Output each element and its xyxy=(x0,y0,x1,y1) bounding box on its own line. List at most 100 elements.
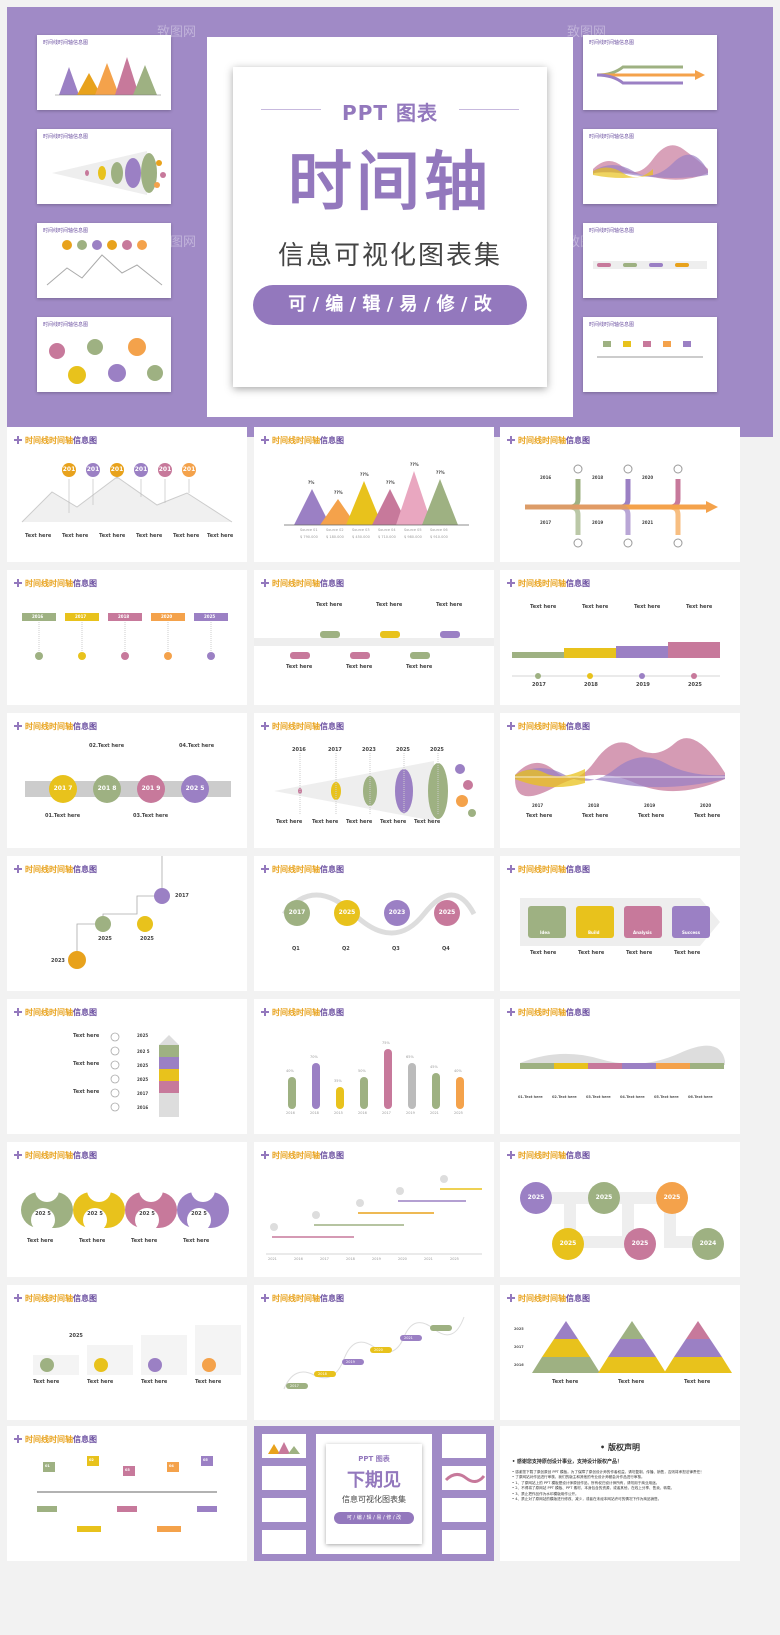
amount-label: $ 980.000 xyxy=(404,535,422,539)
year-label: 2025 xyxy=(396,747,410,753)
strip-graphic xyxy=(520,1045,725,1069)
text-label: Text here xyxy=(73,1089,100,1095)
bar-year: 2016 xyxy=(286,1111,295,1115)
divider xyxy=(459,109,519,110)
year-label: 2018 xyxy=(318,1372,327,1376)
hero-banner: 致图网 致图网 致图网 致图网 时间线时间轴信息图 时间线时间轴信息图 时间线时… xyxy=(7,7,773,437)
text-label: Text here xyxy=(436,602,463,608)
text-label: Text here xyxy=(62,533,89,539)
slide-header: 时间线时间轴信息图 xyxy=(14,435,97,446)
notice-item: • 了原网站对作品进行审核，我们的版主和其他的专业设计师都会对作品进行审核。 xyxy=(512,1475,645,1480)
slide-next-preview[interactable]: PPT 图表 下期见 信息可视化图表集 可 / 编 / 辑 / 易 / 修 / … xyxy=(254,1426,494,1561)
slide-header: 时间线时间轴信息图 xyxy=(14,1150,97,1161)
amount-label: $ 180.000 xyxy=(326,535,344,539)
year-circle: 201 8 xyxy=(93,775,121,803)
slide-peaks-chart[interactable]: 时间线时间轴信息图 ?% ??% ??% ??% ??% ??% Source … xyxy=(254,427,494,562)
stack-graphic xyxy=(110,1032,179,1117)
logo-icon xyxy=(261,722,269,730)
slide-stairs[interactable]: 时间线时间轴信息图 2025 Text here Text here Text … xyxy=(7,1285,247,1420)
logo-icon xyxy=(507,1294,515,1302)
slide-snake-timeline[interactable]: 时间线时间轴信息图 2017 2018 2019 2020 2021 xyxy=(254,1285,494,1420)
text-label: Text here xyxy=(73,1061,100,1067)
steps-graphic xyxy=(520,898,720,946)
peak-value: ??% xyxy=(386,480,395,485)
step-label: Success xyxy=(682,930,700,935)
slide-steps[interactable]: 时间线时间轴信息图 Idea Build Analysis Success Te… xyxy=(500,856,740,991)
slide-pipe-bubbles[interactable]: 时间线时间轴信息图 2025 2025 2025 2025 2025 2024 xyxy=(500,1142,740,1277)
year-label: 2023 xyxy=(362,747,376,753)
step-number: 04 xyxy=(169,1464,174,1468)
peak-value: ??% xyxy=(334,490,343,495)
logo-icon xyxy=(261,436,269,444)
thumb-title: 时间线时间轴信息图 xyxy=(43,322,89,328)
step-number: 03 xyxy=(125,1468,130,1472)
logo-icon xyxy=(14,436,22,444)
slide-ring-chain[interactable]: 时间线时间轴信息图 202 5 202 5 202 5 202 5 Text h… xyxy=(7,1142,247,1277)
slide-step-lines[interactable]: 时间线时间轴信息图 2021 2016 2017 2018 2019 2020 … xyxy=(254,1142,494,1277)
title-card-inner: PPT 图表 时间轴 信息可视化图表集 可 / 编 / 辑 / 易 / 修 / … xyxy=(233,67,547,387)
logo-icon xyxy=(14,722,22,730)
year-label: 2025 xyxy=(140,936,154,942)
step-label: 05.Text here xyxy=(654,1095,679,1099)
text-label: 04.Text here xyxy=(179,743,215,749)
slide-header: 时间线时间轴信息图 xyxy=(261,1150,344,1161)
slide-mountain-timeline[interactable]: 时间线时间轴信息图 201 201 201 201 201 201 Text h… xyxy=(7,427,247,562)
year-label: 2019 xyxy=(636,682,650,688)
slide-strip-timeline[interactable]: 时间线时间轴信息图 01.Text here 02.Text here 03.T… xyxy=(500,999,740,1134)
source-label: Source 01 xyxy=(300,528,318,532)
slide-header: 时间线时间轴信息图 xyxy=(14,1293,97,1304)
axis-year: 2025 xyxy=(450,1257,459,1261)
slide-arrow-stack[interactable]: 时间线时间轴信息图 2025 202 5 2025 2025 2017 2016… xyxy=(7,999,247,1134)
text-label: Text here xyxy=(346,819,373,825)
slide-ribbon-timeline[interactable]: 时间线时间轴信息图 2016 2017 2018 2020 2025 xyxy=(7,570,247,705)
year-circle: 2025 xyxy=(588,1182,620,1214)
slide-funnel-timeline[interactable]: 时间线时间轴信息图 2016 2017 2023 2025 2025 Text … xyxy=(254,713,494,848)
thumb-flow-graphic xyxy=(597,341,703,358)
final-tagline: 信息可视化图表集 xyxy=(342,1495,406,1504)
thumb-bubble-chart[interactable]: 时间线时间轴信息图 xyxy=(37,317,171,392)
slide-quarter-timeline[interactable]: 时间线时间轴信息图 2017 2025 2023 2025 Q1 Q2 Q3 Q… xyxy=(254,856,494,991)
year-label: 2016 xyxy=(514,1363,524,1367)
slide-pyramids[interactable]: 时间线时间轴信息图 2025 2017 2016 Text here Text … xyxy=(500,1285,740,1420)
flag-graphic xyxy=(37,1456,217,1532)
thumb-funnel-chart[interactable]: 时间线时间轴信息图 xyxy=(37,129,171,204)
slide-pill-chart[interactable]: 时间线时间轴信息图 40% 70% 35% 50% 75% 65% 45% 40… xyxy=(254,999,494,1134)
logo-icon xyxy=(507,722,515,730)
bar-value: 65% xyxy=(406,1055,414,1059)
year-circle: 2025 xyxy=(624,1228,656,1260)
slide-branch-timeline[interactable]: 时间线时间轴信息图 2023 2025 2025 2017 xyxy=(7,856,247,991)
slide-header: 时间线时间轴信息图 xyxy=(261,435,344,446)
thumb-mountain-chart[interactable]: 时间线时间轴信息图 xyxy=(37,35,171,110)
slide-flag-timeline[interactable]: 时间线时间轴信息图 01 02 03 04 05 xyxy=(7,1426,247,1561)
slide-arrows-timeline[interactable]: 时间线时间轴信息图 2016 2018 2020 2017 2019 2021 xyxy=(500,427,740,562)
slide-tag-timeline[interactable]: 时间线时间轴信息图 Text here Text here Text here … xyxy=(254,570,494,705)
slide-wave-timeline[interactable]: 时间线时间轴信息图 2017 2018 2019 2020 Text here … xyxy=(500,713,740,848)
step-number: 05 xyxy=(203,1458,208,1462)
thumb-wave-chart[interactable]: 时间线时间轴信息图 xyxy=(583,129,717,204)
slide-header: 时间线时间轴信息图 xyxy=(14,864,97,875)
bar-year: 2018 xyxy=(310,1111,319,1115)
year-circle: 201 xyxy=(86,463,100,477)
notice-item: • 3、禁止把作品作为水印模版用作公开。 xyxy=(512,1491,579,1496)
axis-year: 2016 xyxy=(294,1257,303,1261)
logo-icon xyxy=(14,865,22,873)
year-label: 2017 xyxy=(75,614,87,619)
axis-year: 2021 xyxy=(268,1257,277,1261)
year-circle: 201 7 xyxy=(49,775,77,803)
logo-icon xyxy=(507,579,515,587)
year-label: 2025 xyxy=(137,1077,149,1082)
year-label: 2025 xyxy=(137,1033,149,1038)
thumb-arrow-chart[interactable]: 时间线时间轴信息图 xyxy=(583,35,717,110)
notice-title: • 版权声明 xyxy=(600,1443,640,1452)
slide-circle-band[interactable]: 时间线时间轴信息图 201 7 201 8 201 9 202 5 01.Tex… xyxy=(7,713,247,848)
source-label: Source 06 xyxy=(430,528,448,532)
text-label: Text here xyxy=(694,813,721,819)
year-circle: 201 xyxy=(62,463,76,477)
thumb-mountain-timeline[interactable]: 时间线时间轴信息图 xyxy=(37,223,171,298)
thumb-flow-chart[interactable]: 时间线时间轴信息图 xyxy=(583,317,717,392)
thumb-tags-chart[interactable]: 时间线时间轴信息图 xyxy=(583,223,717,298)
logo-icon xyxy=(261,1151,269,1159)
slide-bar-timeline[interactable]: 时间线时间轴信息图 2017 2018 2019 2025 Text here … xyxy=(500,570,740,705)
arrows-graphic xyxy=(525,464,718,548)
step-label: Analysis xyxy=(633,930,652,935)
